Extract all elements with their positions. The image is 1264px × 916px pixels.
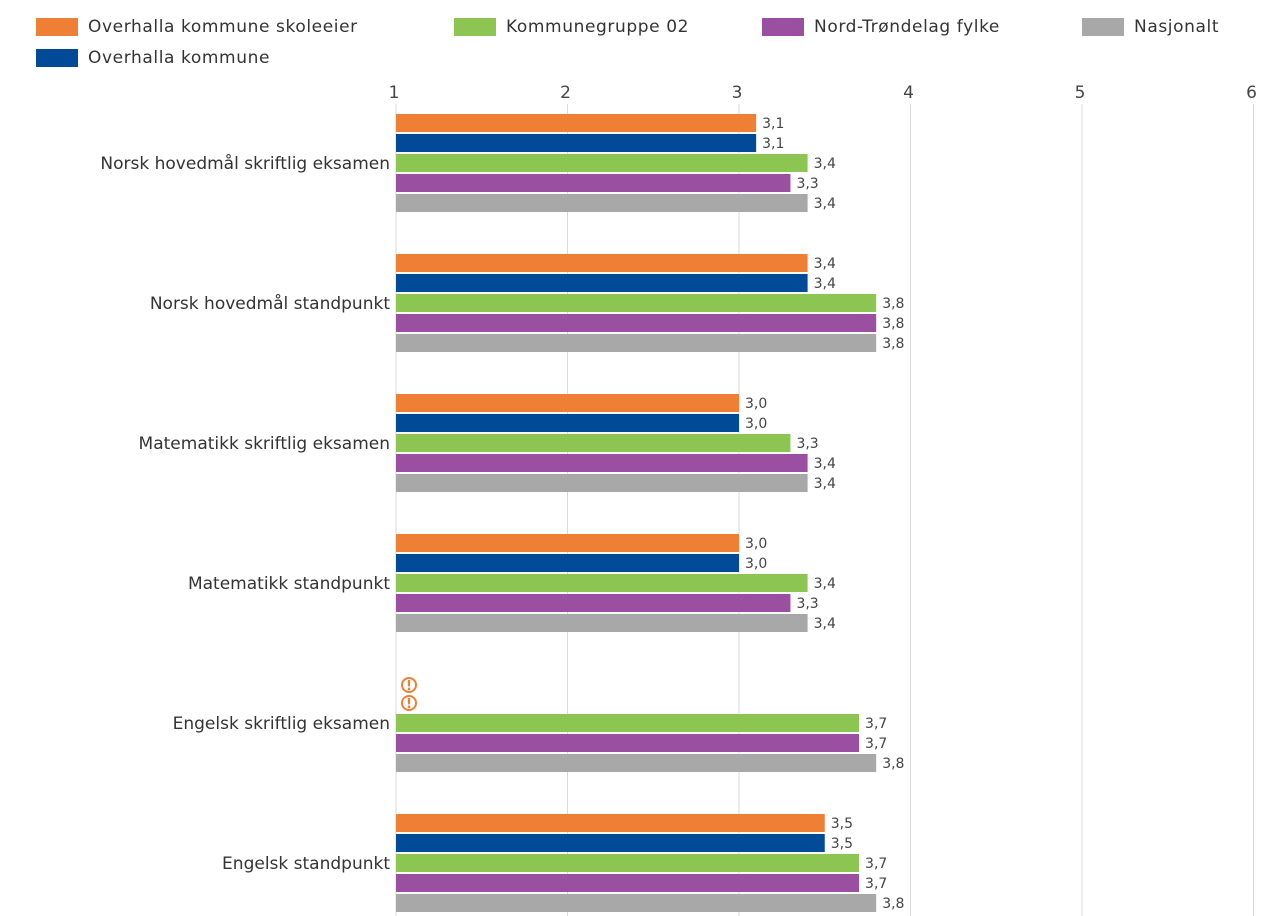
data-label: 3,8 [882, 896, 904, 912]
bar[interactable] [396, 474, 808, 492]
data-label: 3,8 [882, 336, 904, 352]
bar[interactable] [396, 154, 808, 172]
bar[interactable] [396, 574, 808, 592]
category-label: Engelsk skriftlig eksamen [173, 714, 390, 734]
legend-item-kommunegruppe[interactable]: Kommunegruppe 02 [454, 16, 689, 38]
legend-swatch-nasjonalt [1082, 18, 1124, 36]
warning-icon: ! [401, 677, 417, 694]
bar[interactable] [396, 274, 808, 292]
data-label: 3,4 [814, 276, 836, 292]
category-label: Norsk hovedmål standpunkt [150, 293, 390, 314]
data-label: 3,4 [814, 476, 836, 492]
bar[interactable] [396, 434, 791, 452]
data-label: 3,1 [762, 136, 784, 152]
category-label: Engelsk standpunkt [222, 854, 390, 874]
legend-item-kommune[interactable]: Overhalla kommune [36, 47, 270, 69]
legend-item-skoleeier[interactable]: Overhalla kommune skoleeier [36, 16, 358, 38]
bar[interactable] [396, 734, 860, 752]
legend-label: Overhalla kommune skoleeier [88, 17, 358, 37]
data-label: 3,0 [745, 416, 767, 432]
svg-text:!: ! [406, 679, 412, 694]
data-label: 3,7 [865, 856, 887, 872]
legend-swatch-fylke [762, 18, 804, 36]
data-label: 3,8 [882, 756, 904, 772]
bar[interactable] [396, 534, 739, 552]
x-tick-label: 4 [903, 83, 914, 103]
legend-swatch-kommunegruppe [454, 18, 496, 36]
legend-label: Nord-Trøndelag fylke [814, 17, 1000, 37]
bar[interactable] [396, 874, 860, 892]
data-label: 3,0 [745, 536, 767, 552]
bar[interactable] [396, 714, 860, 732]
bar[interactable] [396, 254, 808, 272]
bar[interactable] [396, 594, 791, 612]
bar[interactable] [396, 334, 877, 352]
data-label: 3,7 [865, 876, 887, 892]
data-label: 3,8 [882, 296, 904, 312]
x-tick-label: 5 [1075, 83, 1086, 103]
legend-swatch-skoleeier [36, 18, 78, 36]
data-label: 3,4 [814, 616, 836, 632]
data-label: 3,4 [814, 256, 836, 272]
legend-swatch-kommune [36, 49, 78, 67]
data-label: 3,8 [882, 316, 904, 332]
bar[interactable] [396, 834, 825, 852]
data-label: 3,4 [814, 576, 836, 592]
data-label: 3,5 [831, 816, 853, 832]
data-label: 3,0 [745, 556, 767, 572]
data-label: 3,4 [814, 456, 836, 472]
legend-item-nasjonalt[interactable]: Nasjonalt [1082, 16, 1219, 38]
data-label: 3,7 [865, 716, 887, 732]
data-label: 3,4 [814, 196, 836, 212]
category-label: Matematikk skriftlig eksamen [139, 434, 390, 454]
category-label: Norsk hovedmål skriftlig eksamen [100, 153, 390, 174]
bar[interactable] [396, 114, 757, 132]
data-label: 3,5 [831, 836, 853, 852]
bar[interactable] [396, 754, 877, 772]
bar[interactable] [396, 814, 825, 832]
data-label: 3,3 [796, 596, 818, 612]
bar[interactable] [396, 134, 757, 152]
bar[interactable] [396, 614, 808, 632]
legend-label: Kommunegruppe 02 [506, 17, 690, 37]
bar[interactable] [396, 314, 877, 332]
bar[interactable] [396, 394, 739, 412]
bar[interactable] [396, 894, 877, 912]
x-tick-label: 6 [1246, 83, 1257, 103]
legend-label: Nasjonalt [1134, 17, 1220, 37]
bar[interactable] [396, 454, 808, 472]
x-tick-label: 2 [560, 83, 571, 103]
x-tick-label: 3 [732, 83, 743, 103]
warning-icon: ! [401, 695, 417, 712]
bar[interactable] [396, 194, 808, 212]
data-label: 3,4 [814, 156, 836, 172]
x-tick-label: 1 [389, 83, 400, 103]
bar[interactable] [396, 414, 739, 432]
bar[interactable] [396, 854, 860, 872]
category-label: Matematikk standpunkt [188, 574, 390, 594]
legend-label: Overhalla kommune [88, 48, 271, 68]
data-label: 3,7 [865, 736, 887, 752]
legend-item-fylke[interactable]: Nord-Trøndelag fylke [762, 16, 1000, 38]
data-label: 3,3 [796, 176, 818, 192]
data-label: 3,1 [762, 116, 784, 132]
bar[interactable] [396, 554, 739, 572]
bar[interactable] [396, 294, 877, 312]
data-label: 3,3 [796, 436, 818, 452]
svg-text:!: ! [406, 697, 412, 712]
data-label: 3,0 [745, 396, 767, 412]
bar[interactable] [396, 174, 791, 192]
